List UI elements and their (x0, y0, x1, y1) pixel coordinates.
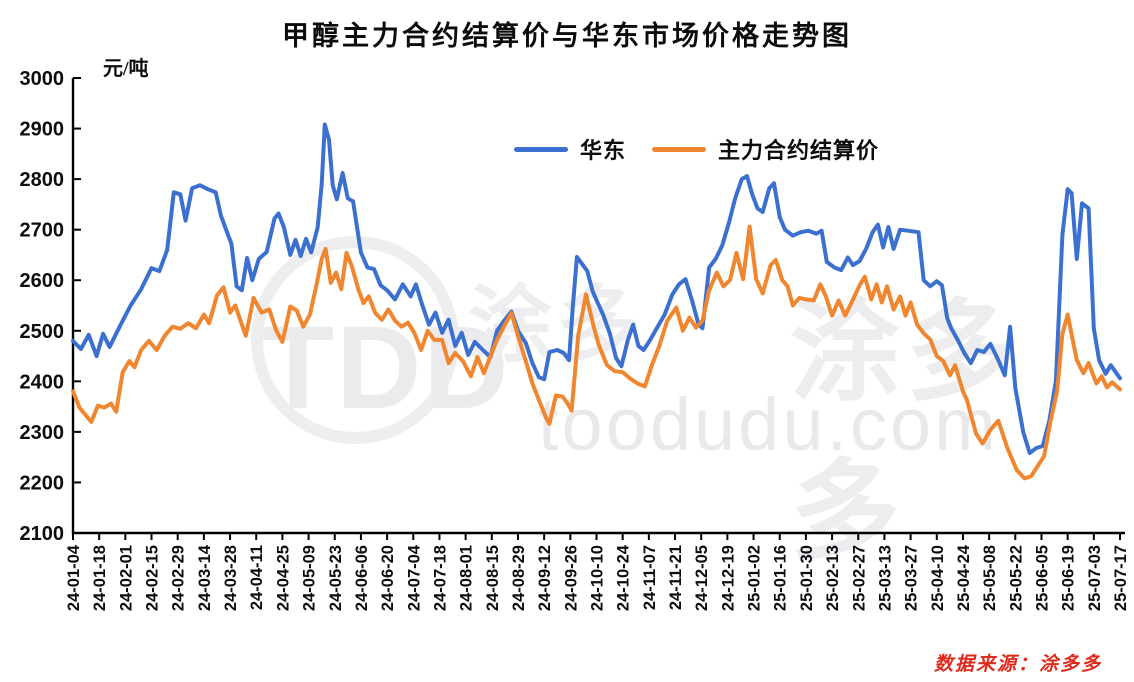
x-axis-tick-label: 25-03-13 (876, 545, 894, 611)
legend-line-sample-huadong (514, 146, 568, 152)
legend-label-settlement: 主力合约结算价 (718, 138, 880, 163)
x-axis-tick-label: 25-02-27 (850, 545, 868, 611)
x-axis-tick-label: 25-07-03 (1086, 545, 1104, 611)
x-axis-tick-label: 25-01-30 (798, 545, 816, 611)
x-axis-tick-label: 25-04-24 (955, 544, 973, 611)
series-line-huadong (71, 122, 1122, 456)
x-axis-tick-label: 24-10-24 (615, 544, 633, 611)
x-axis-tick-label: 25-03-27 (903, 545, 921, 611)
y-axis-tick-label: 2800 (20, 169, 65, 191)
y-axis-tick-label: 3000 (20, 68, 65, 90)
x-axis-tick-label: 24-11-07 (641, 545, 659, 610)
x-axis-tick-label: 24-12-05 (693, 545, 711, 611)
legend-item-settlement: 主力合约结算价 (652, 133, 879, 165)
x-axis-tick-label: 24-06-06 (353, 545, 371, 611)
x-axis-tick-label: 24-11-21 (667, 545, 685, 610)
x-axis-tick-label: 24-09-26 (562, 545, 580, 611)
x-axis-tick-label: 24-03-28 (222, 545, 240, 611)
x-axis-tick-label: 24-04-25 (274, 545, 292, 611)
legend-item-huadong: 华东 (514, 133, 626, 165)
x-axis-tick-label: 24-06-20 (379, 545, 397, 611)
y-axis-tick-label: 2500 (20, 321, 65, 343)
x-axis-tick-label: 25-07-17 (1112, 545, 1130, 611)
x-axis-tick-label: 24-05-09 (301, 545, 319, 611)
x-axis-tick-label: 24-10-10 (589, 545, 607, 611)
y-axis-tick-label: 2700 (20, 220, 65, 242)
legend-line-sample-settlement (652, 146, 707, 152)
x-axis-tick-label: 25-01-16 (772, 545, 790, 611)
x-axis-tick-label: 25-04-10 (929, 545, 947, 611)
x-axis-tick-label: 24-01-18 (91, 545, 109, 611)
x-axis-tick-label: 24-02-29 (170, 545, 188, 611)
x-axis-tick-label: 24-04-11 (248, 545, 266, 610)
y-axis-tick-label: 2400 (20, 371, 65, 393)
x-axis-tick-label: 25-02-13 (824, 545, 842, 611)
x-axis-tick-label: 24-09-12 (536, 545, 554, 611)
x-axis-tick-label: 24-08-29 (510, 545, 528, 611)
legend-label-huadong: 华东 (580, 138, 627, 163)
x-axis-tick-label: 24-01-04 (65, 544, 83, 611)
x-axis-tick-label: 24-02-01 (117, 545, 135, 611)
x-axis-tick-label: 24-12-19 (719, 545, 737, 611)
y-axis-tick-label: 2300 (20, 422, 65, 444)
x-axis-tick-label: 24-08-15 (484, 545, 502, 611)
y-axis-tick-label: 2900 (20, 119, 65, 141)
x-axis-tick-label: 24-03-14 (196, 544, 214, 611)
chart-title: 甲醇主力合约结算价与华东市场价格走势图 (282, 21, 852, 51)
x-axis-tick-label: 24-07-04 (405, 544, 423, 611)
x-axis-tick-label: 25-06-05 (1033, 545, 1051, 611)
y-axis-tick-label: 2200 (20, 472, 65, 494)
x-axis-tick-label: 24-05-23 (327, 545, 345, 611)
data-source-label: 数据来源：涂多多 (933, 654, 1102, 675)
legend: 华东 主力合约结算价 (514, 133, 879, 165)
y-axis-unit-label: 元/吨 (103, 58, 149, 80)
y-axis-tick-label: 2600 (20, 270, 65, 292)
x-axis-tick-label: 24-08-01 (458, 545, 476, 611)
y-axis-tick-label: 2100 (20, 523, 65, 545)
x-axis-tick-label: 25-05-08 (981, 545, 999, 611)
x-axis-tick-label: 25-05-22 (1007, 545, 1025, 611)
x-axis-tick-label: 24-07-18 (431, 545, 449, 611)
x-axis-tick-label: 25-01-02 (746, 545, 764, 611)
x-axis-tick-label: 24-02-15 (144, 545, 162, 611)
x-axis-tick-label: 25-06-19 (1060, 545, 1078, 611)
